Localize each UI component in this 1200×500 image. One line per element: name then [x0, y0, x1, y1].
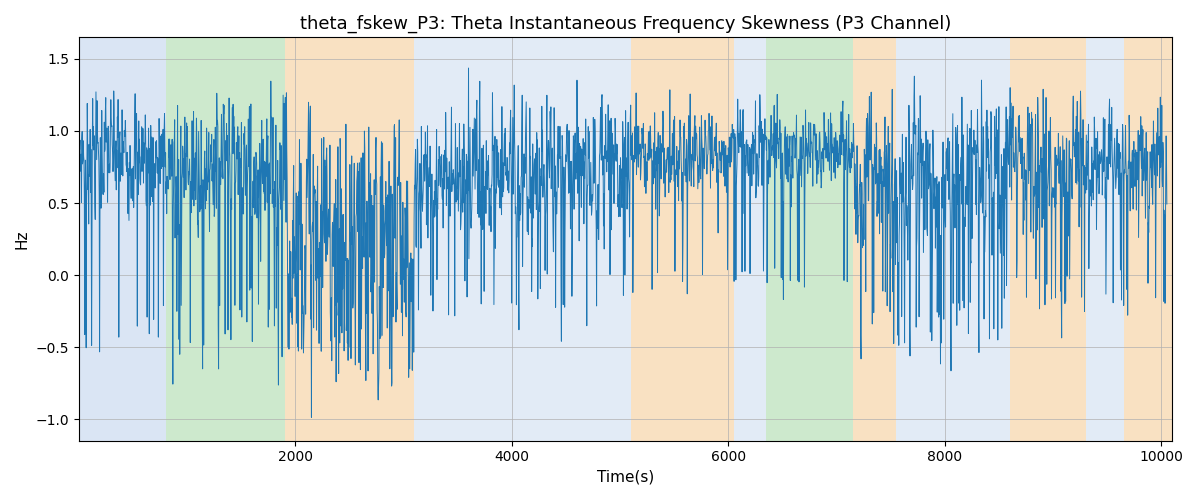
Bar [734, 38, 767, 440]
Bar [767, 38, 853, 440]
Title: theta_fskew_P3: Theta Instantaneous Frequency Skewness (P3 Channel): theta_fskew_P3: Theta Instantaneous Freq… [300, 15, 952, 34]
Bar [414, 38, 480, 440]
X-axis label: Time(s): Time(s) [596, 470, 654, 485]
Bar [79, 38, 166, 440]
Bar [166, 38, 284, 440]
Bar [1123, 38, 1172, 440]
Bar [631, 38, 734, 440]
Y-axis label: Hz: Hz [14, 230, 30, 249]
Bar [284, 38, 414, 440]
Bar [480, 38, 631, 440]
Bar [1086, 38, 1123, 440]
Bar [896, 38, 1010, 440]
Bar [853, 38, 896, 440]
Bar [1010, 38, 1086, 440]
